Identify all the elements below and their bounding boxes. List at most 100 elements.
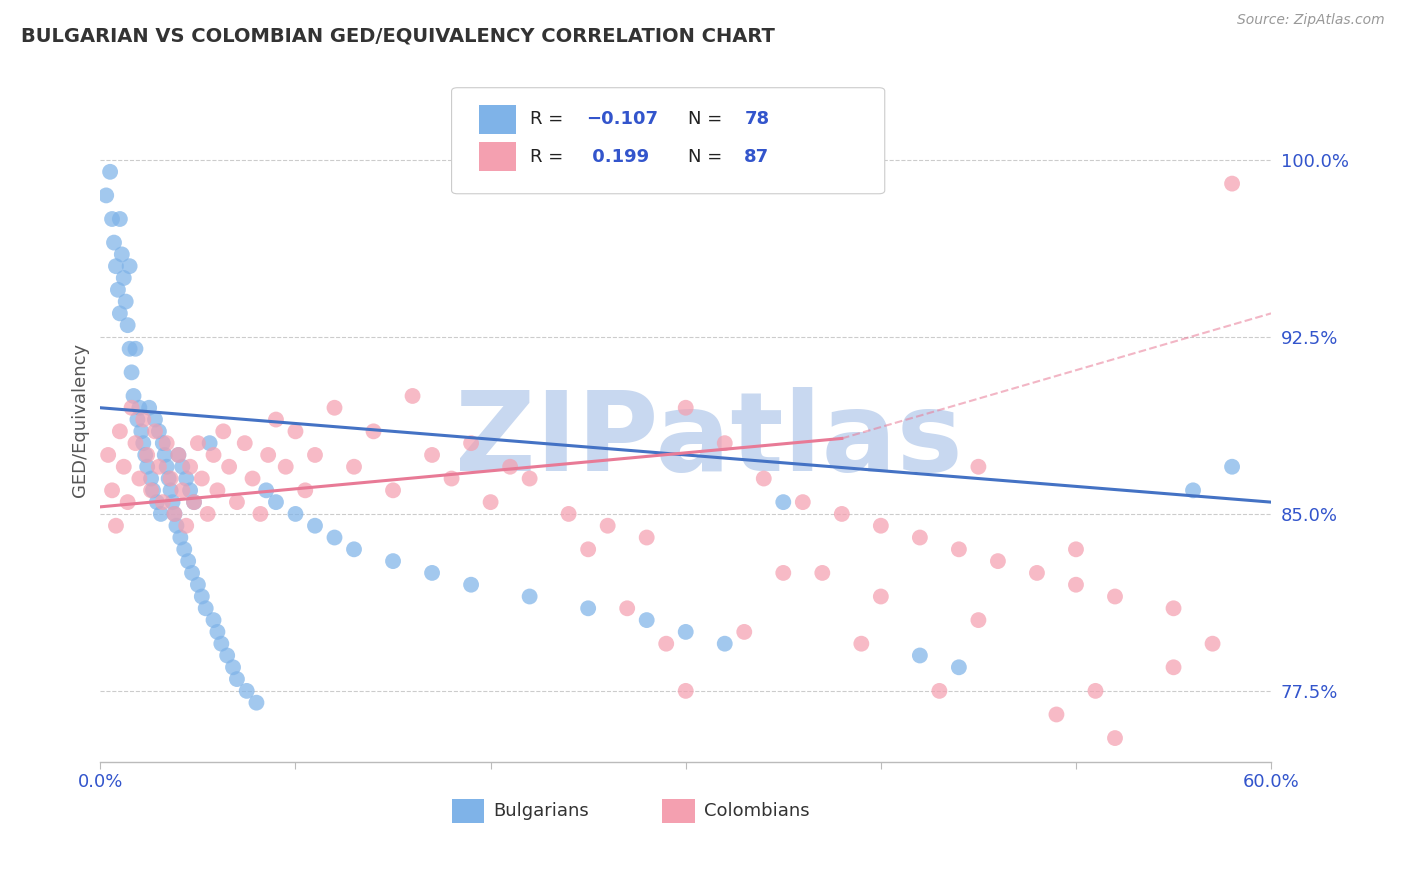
- Point: [576, 542, 599, 557]
- Point: [138, 401, 160, 415]
- Point: [519, 471, 541, 485]
- Point: [118, 342, 141, 356]
- Point: [148, 425, 170, 439]
- Point: [343, 459, 366, 474]
- Point: [163, 507, 186, 521]
- Point: [264, 412, 287, 426]
- Point: [132, 412, 155, 426]
- Point: [908, 531, 931, 545]
- Point: [257, 448, 280, 462]
- Point: [235, 684, 257, 698]
- Point: [1104, 731, 1126, 745]
- Point: [98, 165, 121, 179]
- Point: [1104, 590, 1126, 604]
- Point: [183, 495, 205, 509]
- Point: [908, 648, 931, 663]
- Point: [576, 601, 599, 615]
- Text: R =: R =: [530, 111, 569, 128]
- Point: [831, 507, 853, 521]
- Point: [143, 425, 166, 439]
- Point: [191, 590, 214, 604]
- Point: [675, 624, 697, 639]
- Point: [967, 613, 990, 627]
- Point: [987, 554, 1010, 568]
- Point: [101, 212, 124, 227]
- Point: [183, 495, 205, 509]
- Point: [948, 542, 970, 557]
- Point: [869, 590, 891, 604]
- Point: [222, 660, 245, 674]
- Point: [519, 590, 541, 604]
- Point: [1163, 601, 1185, 615]
- Point: [156, 459, 179, 474]
- Point: [101, 483, 124, 498]
- Point: [460, 578, 482, 592]
- Bar: [662, 798, 695, 823]
- Point: [111, 247, 134, 261]
- Point: [142, 483, 165, 498]
- Point: [121, 365, 143, 379]
- Point: [121, 401, 143, 415]
- Point: [1064, 542, 1087, 557]
- Point: [596, 518, 619, 533]
- Point: [1220, 778, 1243, 792]
- Point: [159, 471, 181, 485]
- Point: [557, 507, 579, 521]
- Point: [948, 660, 970, 674]
- Point: [177, 554, 200, 568]
- Point: [124, 436, 146, 450]
- Point: [675, 684, 697, 698]
- Point: [108, 212, 131, 227]
- Point: [198, 436, 221, 450]
- Point: [174, 518, 197, 533]
- Point: [112, 271, 135, 285]
- Point: [1064, 578, 1087, 592]
- Point: [134, 448, 156, 462]
- Point: [420, 566, 443, 580]
- Text: ZIPatlas: ZIPatlas: [456, 386, 963, 493]
- Point: [226, 672, 249, 686]
- Point: [772, 495, 794, 509]
- Point: [179, 483, 201, 498]
- Point: [479, 495, 502, 509]
- Point: [1026, 566, 1049, 580]
- Point: [194, 601, 217, 615]
- Y-axis label: GED/Equivalency: GED/Equivalency: [72, 343, 89, 497]
- Point: [869, 518, 891, 533]
- Point: [127, 412, 149, 426]
- Point: [928, 684, 950, 698]
- Point: [172, 459, 194, 474]
- Point: [1182, 483, 1205, 498]
- Point: [713, 637, 735, 651]
- Point: [172, 483, 194, 498]
- Point: [96, 188, 118, 202]
- Point: [202, 448, 225, 462]
- Point: [217, 648, 239, 663]
- Point: [212, 425, 235, 439]
- Point: [1220, 177, 1243, 191]
- Point: [752, 471, 775, 485]
- Point: [181, 566, 204, 580]
- Point: [152, 436, 174, 450]
- Point: [772, 566, 794, 580]
- Point: [114, 294, 136, 309]
- Text: R =: R =: [530, 148, 569, 166]
- Point: [107, 283, 129, 297]
- Point: [733, 624, 755, 639]
- Point: [274, 459, 297, 474]
- Point: [163, 507, 186, 521]
- Point: [304, 448, 326, 462]
- Point: [245, 696, 267, 710]
- Point: [162, 495, 184, 509]
- Point: [131, 425, 153, 439]
- Point: [242, 471, 264, 485]
- Point: [143, 412, 166, 426]
- Point: [124, 342, 146, 356]
- Point: [294, 483, 316, 498]
- Text: Source: ZipAtlas.com: Source: ZipAtlas.com: [1237, 13, 1385, 28]
- Point: [122, 389, 145, 403]
- Text: N =: N =: [688, 148, 728, 166]
- Point: [636, 613, 658, 627]
- Point: [104, 259, 127, 273]
- Bar: [451, 798, 484, 823]
